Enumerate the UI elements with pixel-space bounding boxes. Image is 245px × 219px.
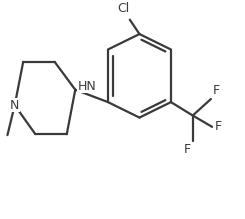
- Text: Cl: Cl: [118, 2, 130, 15]
- Text: F: F: [213, 84, 220, 97]
- Text: F: F: [184, 143, 191, 156]
- Text: HN: HN: [78, 79, 97, 92]
- Text: N: N: [10, 99, 19, 112]
- Text: F: F: [215, 120, 222, 133]
